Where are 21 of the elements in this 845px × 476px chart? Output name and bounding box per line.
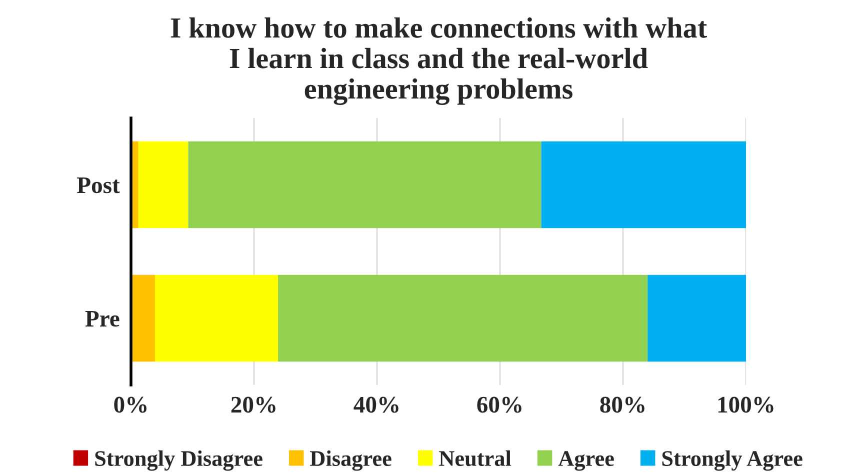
legend-label: Strongly Agree	[662, 450, 802, 471]
x-tick-label: 100%	[718, 396, 774, 413]
chart-title: I know how to make connections with what I learn in class and the real-world engineering problems	[170, 17, 707, 105]
x-tick-label: 60%	[477, 396, 522, 413]
legend-label: Agree	[558, 451, 614, 471]
legend-label: Neutral	[439, 450, 512, 466]
legend-label: Strongly Disagree	[95, 450, 262, 471]
x-tick-label: 20%	[231, 396, 276, 413]
bar	[154, 274, 278, 362]
x-tick-label: 80%	[600, 396, 644, 413]
legend-label: Disagree	[310, 450, 392, 471]
y-tick-label: Pre	[85, 310, 120, 327]
bar	[138, 141, 188, 228]
bar	[131, 274, 155, 362]
bar	[188, 141, 542, 228]
x-tick-label: 0%	[114, 396, 146, 413]
y-tick-label: Post	[77, 177, 120, 194]
bar	[541, 141, 746, 228]
bar	[278, 274, 648, 362]
bar	[648, 274, 746, 362]
x-tick-label: 40%	[354, 396, 398, 413]
